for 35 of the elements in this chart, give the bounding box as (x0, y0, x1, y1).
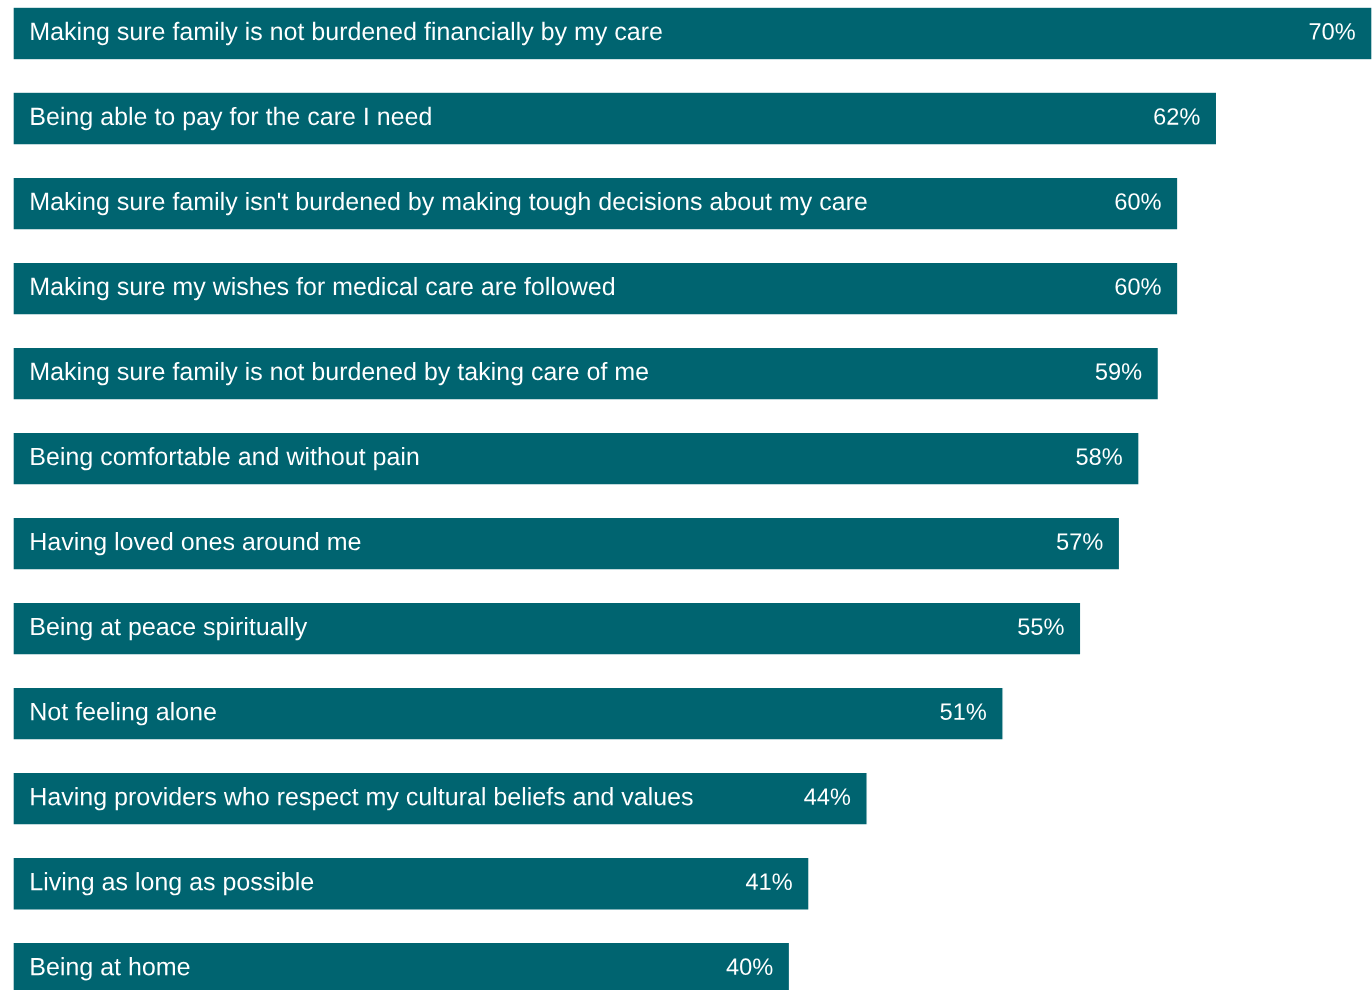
y-tick-label: Making sure my wishes for medical care are followed (31, 276, 615, 301)
data-label: 70% (1309, 23, 1355, 40)
data-label: 41% (745, 873, 792, 890)
y-tick-label: Having loved ones around me (31, 531, 361, 556)
bar (13, 771, 868, 826)
y-tick-label: Being at peace spiritually (31, 617, 308, 641)
y-tick-label: Living as long as possible (31, 872, 314, 896)
y-tick-label: Making sure family is not burdened financially by my care (31, 21, 662, 46)
data-label: 44% (804, 788, 851, 805)
data-label: 59% (1095, 363, 1142, 380)
bar (13, 176, 1179, 231)
bar (13, 261, 1179, 316)
y-tick-label: Being able to pay for the care I need (31, 106, 431, 131)
data-label: 55% (1018, 618, 1064, 635)
bar (13, 6, 1372, 61)
data-label: 62% (1154, 108, 1200, 125)
y-tick-label: Making sure family is not burdened by taking care of me (31, 361, 648, 386)
bar (13, 856, 810, 911)
bar (13, 686, 1004, 741)
bar (13, 516, 1121, 571)
data-label: 60% (1115, 193, 1161, 210)
bar (13, 346, 1160, 401)
data-label: 40% (726, 958, 773, 976)
bar (13, 91, 1218, 146)
data-label: 57% (1057, 533, 1103, 550)
data-label: 58% (1076, 448, 1122, 465)
data-label: 51% (940, 703, 986, 721)
bar (13, 431, 1140, 486)
data-label: 60% (1115, 278, 1161, 295)
y-tick-label: Not feeling alone (31, 702, 216, 726)
y-tick-label: Being comfortable and without pain (31, 446, 419, 471)
bar (13, 601, 1082, 656)
y-tick-label: Being at home (31, 957, 190, 981)
y-tick-label: Having providers who respect my cultural beliefs and values (31, 787, 693, 811)
y-tick-label: Making sure family isn't burdened by making tough decisions about my care (31, 191, 867, 216)
